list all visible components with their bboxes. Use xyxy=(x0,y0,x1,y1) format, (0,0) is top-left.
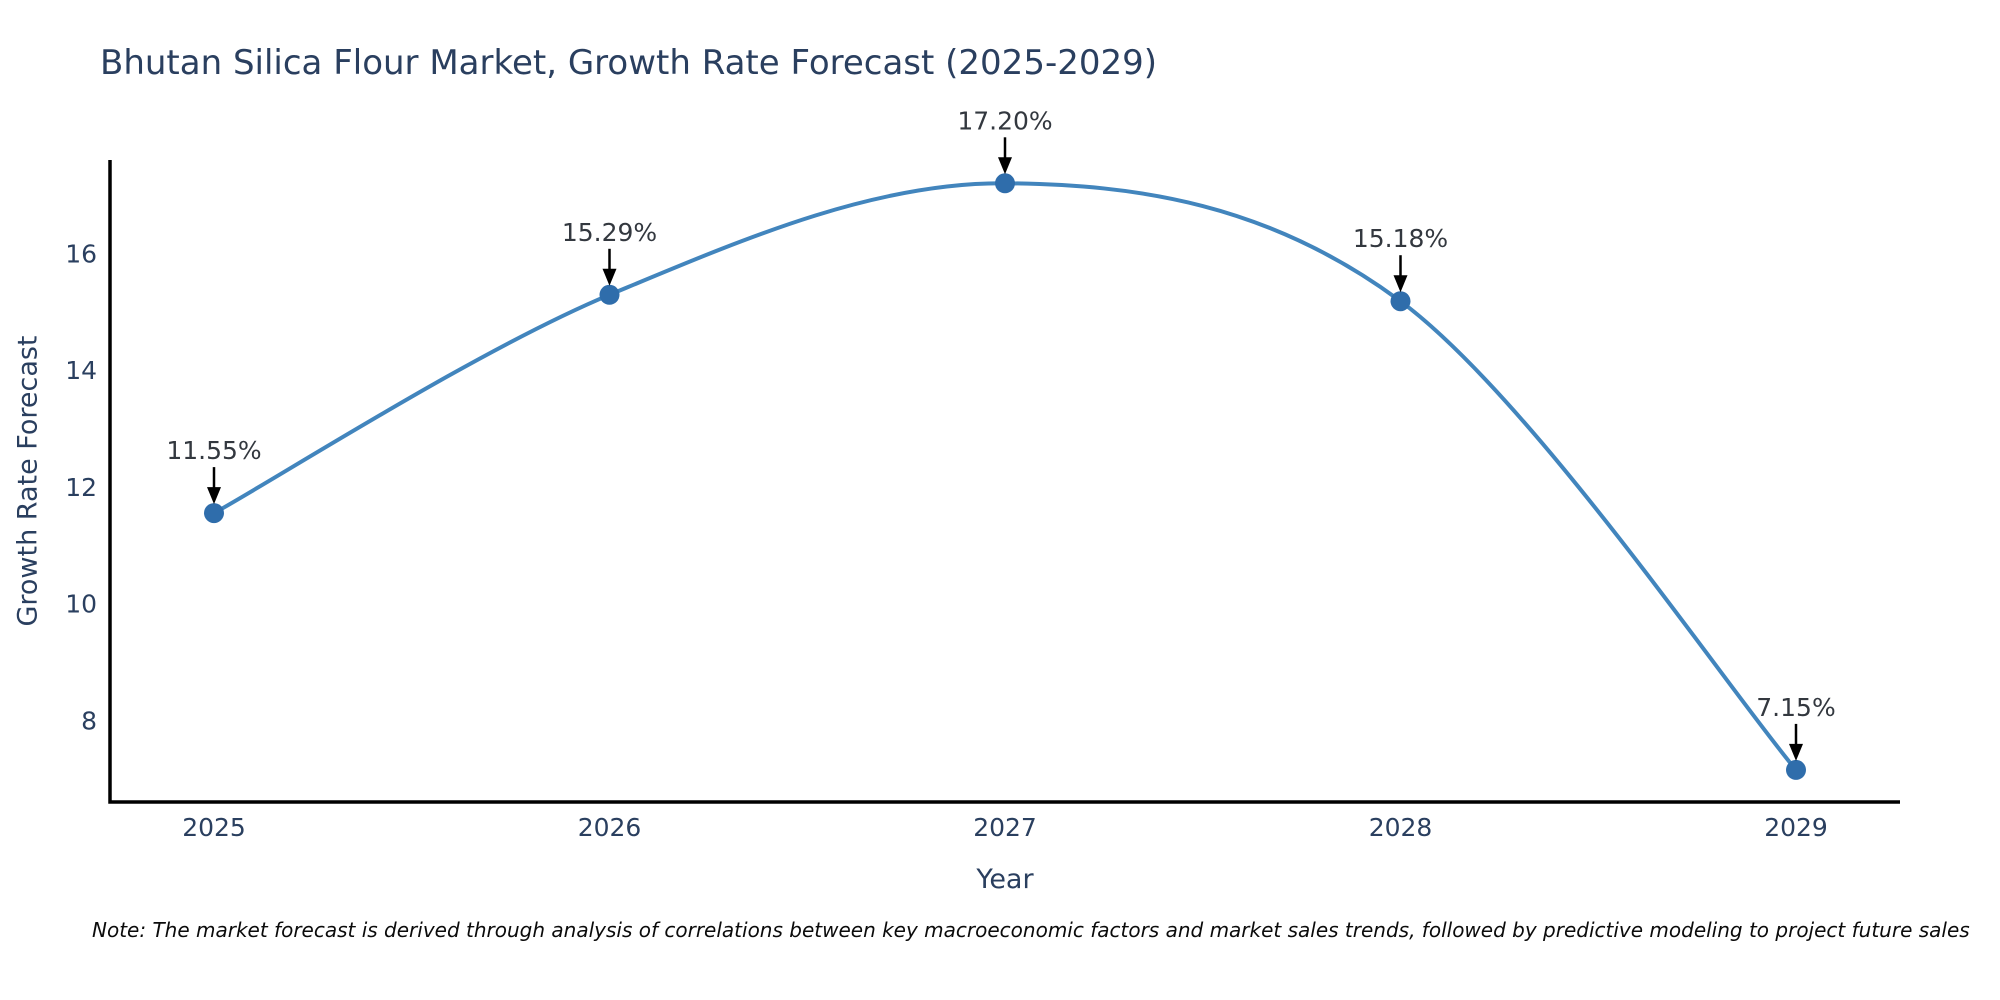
data-point-marker[interactable] xyxy=(1786,759,1806,780)
data-point-marker[interactable] xyxy=(204,503,224,524)
footnote: Note: The market forecast is derived thr… xyxy=(92,918,1970,942)
x-tick-label: 2025 xyxy=(182,813,246,842)
annotation-arrowhead-icon xyxy=(207,487,221,505)
point-value-label: 15.18% xyxy=(1353,224,1448,253)
x-tick-label: 2029 xyxy=(1764,813,1828,842)
axis-lines xyxy=(108,160,1900,804)
y-tick-label: 10 xyxy=(65,590,97,619)
y-tick-label: 8 xyxy=(81,706,97,735)
x-axis-title: Year xyxy=(976,864,1034,895)
chart-title: Bhutan Silica Flour Market, Growth Rate … xyxy=(100,43,1158,83)
x-tick-label: 2026 xyxy=(578,813,642,842)
annotation-arrowhead-icon xyxy=(1393,275,1408,293)
x-tick-label: 2027 xyxy=(973,813,1037,842)
point-value-label: 7.15% xyxy=(1756,693,1835,722)
data-point-marker[interactable] xyxy=(995,173,1015,194)
annotation-arrowhead-icon xyxy=(998,157,1012,175)
trend-line xyxy=(212,181,1798,772)
data-point-marker[interactable] xyxy=(599,284,620,305)
annotation-arrowhead-icon xyxy=(1789,743,1803,761)
y-tick-label: 16 xyxy=(65,239,97,268)
annotation-arrowhead-icon xyxy=(602,268,617,286)
x-tick-label: 2028 xyxy=(1369,813,1433,842)
point-value-label: 17.20% xyxy=(957,106,1052,135)
point-value-label: 11.55% xyxy=(166,436,261,465)
y-tick-label: 12 xyxy=(65,473,97,502)
y-tick-label: 14 xyxy=(65,356,97,385)
data-point-marker[interactable] xyxy=(1390,291,1411,312)
point-value-label: 15.29% xyxy=(562,218,657,247)
